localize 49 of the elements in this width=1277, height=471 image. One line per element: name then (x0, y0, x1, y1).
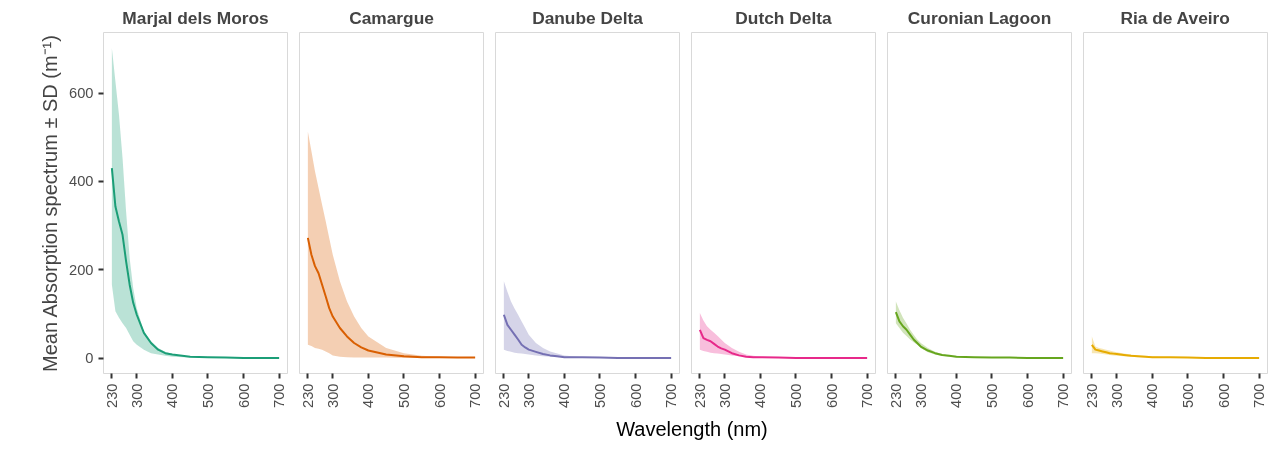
x-tick-label: 300 (324, 383, 341, 408)
x-tick-label: 700 (1251, 383, 1268, 408)
x-tick-label: 300 (1108, 383, 1125, 408)
y-tick-label: 200 (69, 261, 94, 278)
x-tick-label: 230 (887, 383, 904, 408)
x-tick-label: 230 (103, 383, 120, 408)
x-tick-label: 400 (752, 383, 769, 408)
x-tick-label: 300 (520, 383, 537, 408)
x-tick-label: 230 (495, 383, 512, 408)
chart-title: Marjal dels Moros (122, 7, 269, 28)
x-tick-label: 230 (1083, 383, 1100, 408)
y-axis-title: Mean Absorption spectrum ± SD (m⁻¹) (39, 35, 62, 373)
x-tick-label: 500 (787, 383, 804, 408)
x-tick-label: 230 (691, 383, 708, 408)
x-tick-label: 600 (1215, 383, 1232, 408)
line-series (110, 167, 281, 360)
x-tick-label: 300 (128, 383, 145, 408)
x-tick-label: 500 (199, 383, 216, 408)
x-tick-label: 400 (948, 383, 965, 408)
x-tick-label: 400 (360, 383, 377, 408)
chart-title: Camargue (349, 7, 435, 28)
y-tick-label: 400 (69, 173, 94, 190)
x-tick-label: 500 (591, 383, 608, 408)
x-tick-label: 600 (235, 383, 252, 408)
x-tick-label: 500 (1179, 383, 1196, 408)
x-tick-label: 300 (912, 383, 929, 408)
chart-title: Ria de Aveiro (1120, 7, 1230, 28)
x-tick-label: 400 (1144, 383, 1161, 408)
y-tick-label: 600 (69, 85, 94, 102)
x-tick-label: 600 (627, 383, 644, 408)
text: Wavelength (nm) (616, 417, 768, 442)
x-tick-label: 300 (716, 383, 733, 408)
x-tick-label: 700 (467, 383, 484, 408)
x-tick-label: 400 (556, 383, 573, 408)
chart-title: Curonian Lagoon (907, 7, 1052, 28)
x-tick-label: 500 (983, 383, 1000, 408)
x-tick-label: 700 (271, 383, 288, 408)
x-tick-label: 230 (299, 383, 316, 408)
x-tick-label: 600 (431, 383, 448, 408)
x-tick-label: 600 (1019, 383, 1036, 408)
x-tick-label: 400 (164, 383, 181, 408)
x-tick-label: 500 (395, 383, 412, 408)
chart-title: Danube Delta (532, 7, 644, 28)
x-tick-label: 700 (859, 383, 876, 408)
chart-title: Dutch Delta (735, 7, 832, 28)
x-tick-label: 700 (663, 383, 680, 408)
x-tick-label: 700 (1055, 383, 1072, 408)
y-tick-label: 0 (85, 350, 94, 367)
x-tick-label: 600 (823, 383, 840, 408)
